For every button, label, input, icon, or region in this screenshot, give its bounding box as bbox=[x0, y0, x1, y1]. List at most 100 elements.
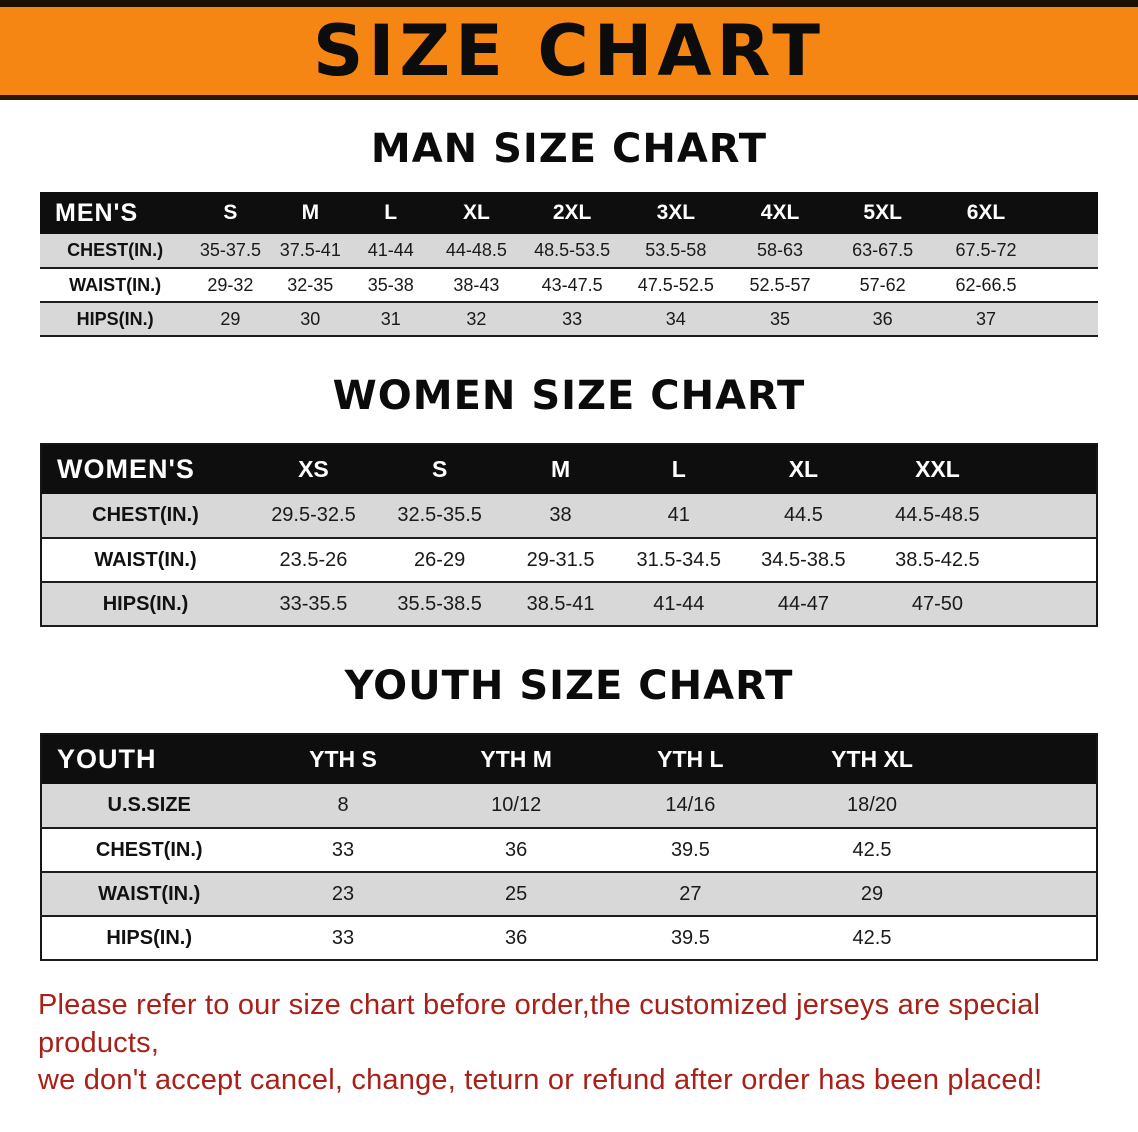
table-cell: 31 bbox=[380, 308, 401, 329]
table-cell: 18/20 bbox=[846, 794, 898, 816]
table-cell: 39.5 bbox=[670, 926, 710, 949]
table-cell: 32 bbox=[466, 308, 487, 329]
column-header: 6XL bbox=[933, 192, 1098, 234]
table-cell: 53.5-58 bbox=[645, 240, 707, 260]
table-cell: 23.5-26 bbox=[279, 548, 348, 571]
table-cell: 33 bbox=[331, 926, 355, 949]
table-cell: 36 bbox=[872, 308, 893, 329]
table-cell: 42.5 bbox=[852, 838, 892, 861]
table-cell: 32-35 bbox=[287, 274, 334, 295]
table-cell: 35-38 bbox=[367, 274, 414, 295]
table-cell: 34 bbox=[665, 308, 686, 329]
table-cell: 25 bbox=[505, 882, 528, 905]
column-header: S bbox=[377, 444, 502, 494]
row-label: U.S.SIZE bbox=[107, 794, 191, 816]
disclaimer-line-2: we don't accept cancel, change, teturn o… bbox=[38, 1064, 1043, 1097]
women-section-heading: WOMEN SIZE CHART bbox=[332, 373, 806, 419]
page-title: SIZE CHART bbox=[312, 10, 826, 92]
table-cell: 36 bbox=[505, 838, 528, 861]
table-cell: 39.5 bbox=[670, 838, 710, 861]
column-header: YTH S bbox=[256, 734, 430, 784]
row-label: CHEST(IN.) bbox=[95, 838, 203, 861]
table-cell: 58-63 bbox=[757, 240, 804, 260]
youth-section-heading: YOUTH SIZE CHART bbox=[344, 663, 794, 709]
column-header: XS bbox=[249, 444, 378, 494]
table-cell: 36 bbox=[505, 926, 528, 949]
table-cell: 10/12 bbox=[491, 794, 542, 816]
row-label: CHEST(IN.) bbox=[92, 504, 199, 526]
table-cell: 41-44 bbox=[367, 240, 414, 260]
table-cell: 37.5-41 bbox=[279, 240, 341, 260]
table-row: HIPS(IN.) 33 36 39.5 42.5 bbox=[41, 916, 1097, 960]
row-label: WAIST(IN.) bbox=[69, 274, 162, 295]
table-cell: 14/16 bbox=[665, 794, 716, 816]
table-row: CHEST(IN.) 29.5-32.5 32.5-35.5 38 41 44.… bbox=[41, 494, 1097, 538]
table-cell: 30 bbox=[300, 308, 321, 329]
table-cell: 38.5-42.5 bbox=[895, 548, 980, 571]
men-section-heading: MAN SIZE CHART bbox=[370, 126, 768, 172]
column-header: YTH M bbox=[429, 734, 603, 784]
table-row: U.S.SIZE 8 10/12 14/16 18/20 bbox=[41, 784, 1097, 828]
women-size-table: WOMEN'S XS S M L XL XXL CHEST(IN.) 29.5-… bbox=[40, 443, 1098, 627]
row-label: HIPS(IN.) bbox=[102, 592, 189, 615]
row-label: CHEST(IN.) bbox=[67, 240, 164, 260]
disclaimer-line-1: Please refer to our size chart before or… bbox=[38, 989, 1041, 1059]
table-cell: 27 bbox=[679, 882, 702, 905]
women-table-title: WOMEN'S bbox=[41, 444, 250, 494]
table-cell: 29 bbox=[220, 308, 241, 329]
men-size-table: MEN'S S M L XL 2XL 3XL 4XL 5XL 6XL CHEST… bbox=[40, 192, 1098, 337]
table-cell: 62-66.5 bbox=[955, 274, 1017, 295]
table-cell: 26-29 bbox=[414, 548, 466, 571]
table-cell: 29.5-32.5 bbox=[271, 504, 356, 526]
column-header: 5XL bbox=[831, 192, 934, 234]
table-cell: 29-31.5 bbox=[526, 548, 595, 571]
column-header: 4XL bbox=[728, 192, 832, 234]
column-header: XXL bbox=[868, 444, 1097, 494]
row-label: HIPS(IN.) bbox=[106, 926, 192, 949]
column-header: 3XL bbox=[622, 192, 729, 234]
table-cell: 63-67.5 bbox=[852, 240, 914, 260]
header-row: WOMEN'S XS S M L XL XXL bbox=[41, 444, 1097, 494]
youth-table-header: YOUTH YTH S YTH M YTH L YTH XL bbox=[41, 734, 1097, 784]
table-cell: 52.5-57 bbox=[749, 274, 811, 295]
column-header: 2XL bbox=[521, 192, 623, 234]
table-cell: 47-50 bbox=[911, 592, 964, 615]
table-cell: 23 bbox=[331, 882, 355, 905]
column-header: L bbox=[349, 192, 432, 234]
column-header: YTH XL bbox=[778, 734, 1097, 784]
table-cell: 48.5-53.5 bbox=[534, 240, 611, 260]
table-cell: 29-32 bbox=[207, 274, 254, 295]
table-cell: 31.5-34.5 bbox=[636, 548, 722, 571]
table-cell: 8 bbox=[337, 794, 349, 816]
table-cell: 35.5-38.5 bbox=[397, 592, 482, 615]
table-cell: 38 bbox=[549, 504, 572, 526]
men-table-header: MEN'S S M L XL 2XL 3XL 4XL 5XL 6XL bbox=[40, 192, 1098, 234]
row-label: HIPS(IN.) bbox=[76, 308, 154, 329]
row-label: WAIST(IN.) bbox=[98, 882, 201, 905]
table-cell: 43-47.5 bbox=[541, 274, 603, 295]
table-cell: 44.5 bbox=[783, 504, 823, 526]
youth-table-title: YOUTH bbox=[41, 734, 257, 784]
column-header: XL bbox=[431, 192, 522, 234]
youth-size-table: YOUTH YTH S YTH M YTH L YTH XL U.S.SIZE … bbox=[40, 733, 1098, 961]
table-cell: 29 bbox=[860, 882, 884, 905]
table-cell: 33 bbox=[562, 308, 583, 329]
column-header: YTH L bbox=[602, 734, 779, 784]
table-cell: 33-35.5 bbox=[279, 592, 348, 615]
men-table-body: CHEST(IN.) 35-37.5 37.5-41 41-44 44-48.5… bbox=[40, 234, 1098, 336]
table-cell: 57-62 bbox=[859, 274, 906, 295]
column-header: XL bbox=[737, 444, 869, 494]
table-cell: 44-48.5 bbox=[445, 240, 507, 260]
women-table-body: CHEST(IN.) 29.5-32.5 32.5-35.5 38 41 44.… bbox=[41, 494, 1097, 626]
table-cell: 37 bbox=[975, 308, 996, 329]
column-header: M bbox=[501, 444, 620, 494]
size-chart-page: SIZE CHART MAN SIZE CHART MEN'S S M L XL… bbox=[0, 0, 1138, 1097]
table-cell: 41 bbox=[667, 504, 690, 526]
column-header: M bbox=[270, 192, 350, 234]
table-row: WAIST(IN.) 29-32 32-35 35-38 38-43 43-47… bbox=[40, 268, 1098, 302]
table-cell: 44-47 bbox=[777, 592, 829, 615]
table-cell: 44.5-48.5 bbox=[895, 504, 980, 526]
table-row: HIPS(IN.) 33-35.5 35.5-38.5 38.5-41 41-4… bbox=[41, 582, 1097, 626]
table-cell: 33 bbox=[331, 838, 355, 861]
table-cell: 35 bbox=[770, 308, 791, 329]
